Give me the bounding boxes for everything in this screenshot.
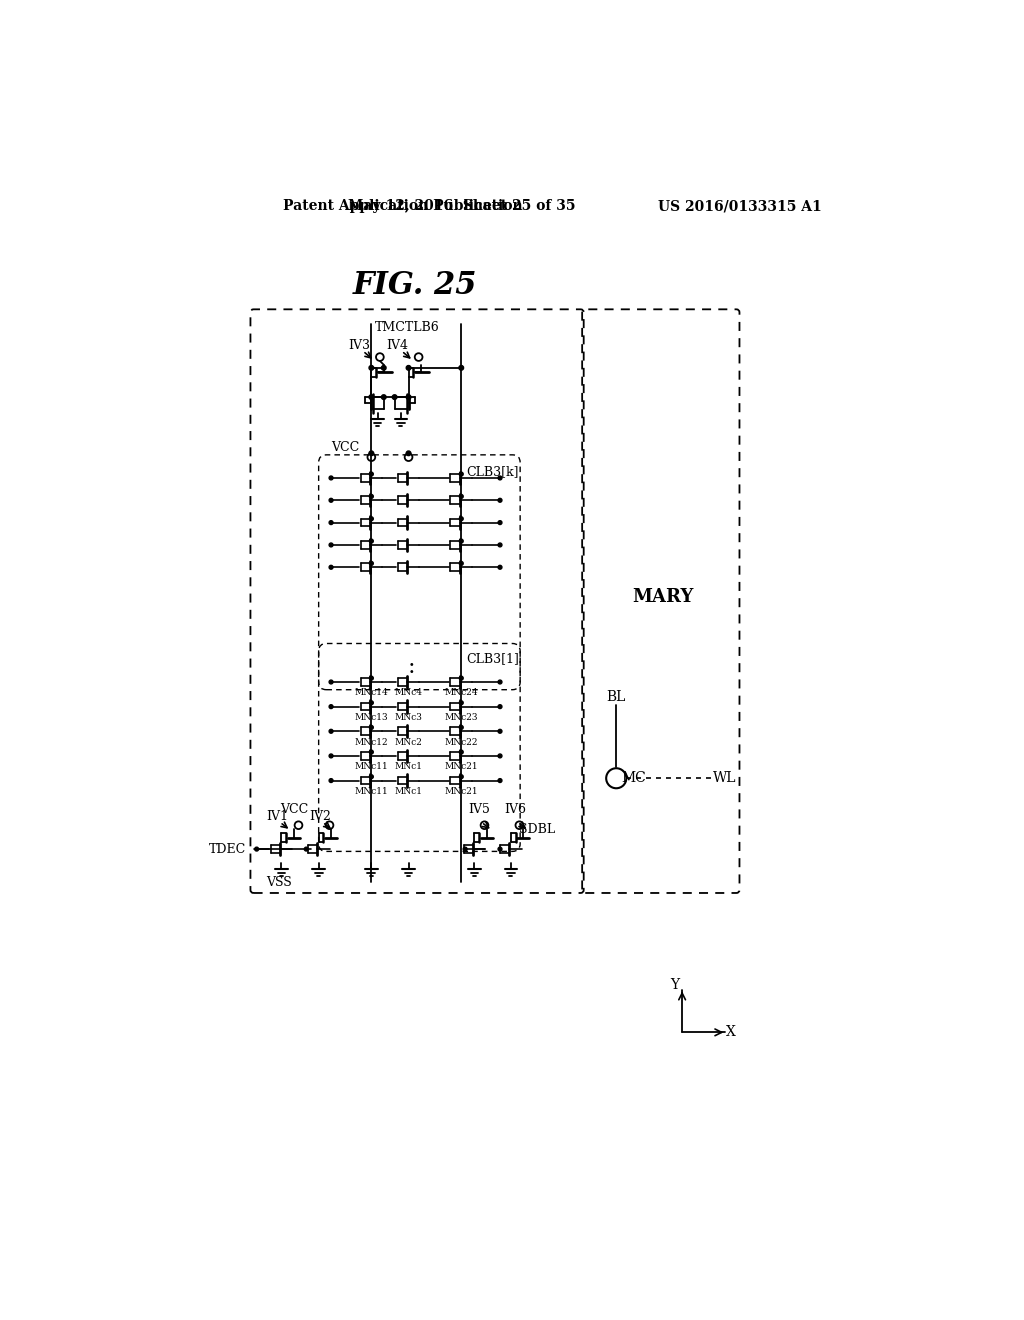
Circle shape [498, 477, 502, 480]
Text: MNc24: MNc24 [444, 688, 478, 697]
Circle shape [460, 750, 463, 754]
Circle shape [460, 495, 463, 499]
Text: MNc14: MNc14 [354, 688, 388, 697]
Circle shape [498, 779, 502, 783]
Text: VSS: VSS [266, 875, 292, 888]
Circle shape [460, 473, 463, 477]
Circle shape [459, 366, 464, 370]
Text: IV3: IV3 [348, 339, 370, 352]
Circle shape [370, 539, 374, 543]
Circle shape [498, 499, 502, 502]
Text: MNc1: MNc1 [394, 787, 423, 796]
Circle shape [370, 726, 374, 730]
Circle shape [370, 561, 374, 565]
Circle shape [329, 565, 333, 569]
Circle shape [370, 517, 374, 520]
Circle shape [329, 680, 333, 684]
Circle shape [498, 680, 502, 684]
Circle shape [370, 676, 374, 680]
Text: VCC: VCC [281, 803, 309, 816]
Circle shape [407, 366, 411, 370]
Text: CLB3[1]: CLB3[1] [466, 652, 519, 665]
Circle shape [329, 543, 333, 546]
Circle shape [460, 517, 463, 520]
Circle shape [498, 705, 502, 709]
Circle shape [329, 754, 333, 758]
Text: IV4: IV4 [387, 339, 409, 352]
Circle shape [329, 779, 333, 783]
Text: MNc22: MNc22 [444, 738, 478, 747]
Text: IV6: IV6 [505, 803, 526, 816]
Text: MNc12: MNc12 [354, 738, 388, 747]
Text: MARY: MARY [632, 589, 693, 606]
Circle shape [369, 451, 374, 455]
Circle shape [329, 520, 333, 524]
Circle shape [392, 395, 397, 400]
Text: CLB3[k]: CLB3[k] [466, 465, 518, 478]
Text: BL: BL [606, 690, 626, 705]
Circle shape [498, 730, 502, 733]
Text: IV2: IV2 [309, 810, 331, 824]
Text: X: X [726, 1026, 736, 1039]
Circle shape [369, 366, 374, 370]
Text: MC: MC [621, 771, 646, 785]
Circle shape [370, 775, 374, 779]
Text: MNc3: MNc3 [394, 713, 423, 722]
Circle shape [407, 395, 411, 400]
Text: MNc11: MNc11 [354, 762, 388, 771]
Circle shape [463, 847, 467, 851]
Text: :: : [408, 656, 415, 677]
Circle shape [498, 565, 502, 569]
Circle shape [369, 395, 374, 400]
Text: US 2016/0133315 A1: US 2016/0133315 A1 [658, 199, 822, 213]
Circle shape [460, 701, 463, 705]
Circle shape [460, 775, 463, 779]
Circle shape [381, 366, 386, 370]
Circle shape [498, 520, 502, 524]
Circle shape [460, 561, 463, 565]
Text: IV1: IV1 [266, 810, 289, 824]
Circle shape [460, 676, 463, 680]
Text: FIG. 25: FIG. 25 [352, 271, 477, 301]
Circle shape [329, 477, 333, 480]
Circle shape [370, 701, 374, 705]
Text: VCC: VCC [331, 441, 359, 454]
Circle shape [329, 730, 333, 733]
Circle shape [407, 451, 411, 455]
Circle shape [304, 847, 308, 851]
Circle shape [255, 847, 259, 851]
Text: SDBL: SDBL [519, 824, 555, 837]
Text: MNc13: MNc13 [354, 713, 388, 722]
Text: May 12, 2016  Sheet 25 of 35: May 12, 2016 Sheet 25 of 35 [347, 199, 575, 213]
Text: WL: WL [713, 771, 736, 785]
Text: MNc2: MNc2 [394, 738, 423, 747]
Circle shape [498, 754, 502, 758]
Circle shape [370, 495, 374, 499]
Circle shape [498, 543, 502, 546]
Text: TDEC: TDEC [209, 842, 247, 855]
Text: MNc11: MNc11 [354, 787, 388, 796]
Circle shape [329, 499, 333, 502]
Circle shape [460, 726, 463, 730]
Text: MNc21: MNc21 [444, 787, 478, 796]
Text: MNc23: MNc23 [444, 713, 478, 722]
Circle shape [370, 473, 374, 477]
Text: TMCTLB6: TMCTLB6 [375, 321, 439, 334]
Circle shape [329, 705, 333, 709]
Circle shape [498, 847, 502, 851]
Text: MNc1: MNc1 [394, 762, 423, 771]
Text: Patent Application Publication: Patent Application Publication [283, 199, 522, 213]
Text: IV5: IV5 [468, 803, 490, 816]
Circle shape [370, 750, 374, 754]
Text: MNc4: MNc4 [394, 688, 423, 697]
Circle shape [460, 539, 463, 543]
Text: MNc21: MNc21 [444, 762, 478, 771]
Circle shape [381, 395, 386, 400]
Text: Y: Y [670, 978, 679, 991]
